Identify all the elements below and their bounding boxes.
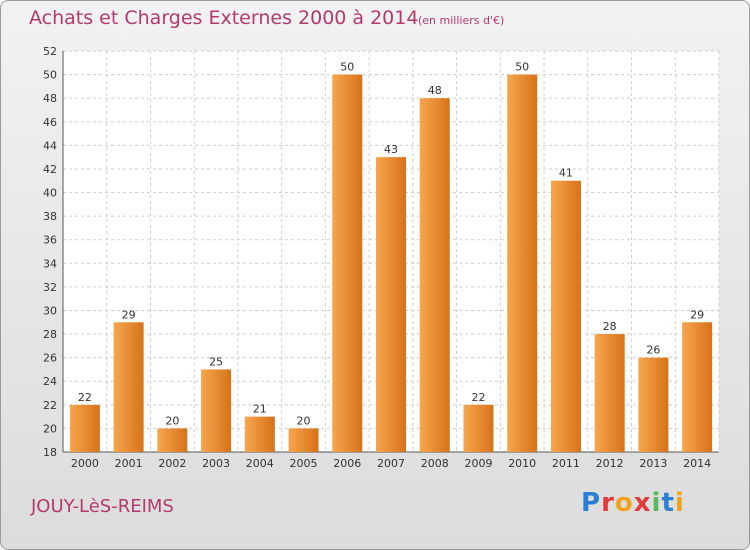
chart-subtitle: (en milliers d'€) — [418, 14, 505, 27]
bar-2008 — [419, 98, 450, 453]
bar-2011 — [550, 180, 581, 452]
chart-title: Achats et Charges Externes 2000 à 2014 — [29, 7, 419, 29]
value-label: 20 — [297, 414, 311, 427]
y-tick-label: 42 — [43, 163, 57, 176]
x-tick-label: 2009 — [464, 457, 492, 470]
value-label: 29 — [690, 308, 704, 321]
commune-name: JOUY-LèS-REIMS — [31, 496, 174, 517]
bar-2002 — [157, 428, 188, 452]
y-tick-label: 38 — [43, 210, 57, 223]
value-label: 29 — [122, 308, 136, 321]
x-tick-label: 2011 — [552, 457, 580, 470]
y-tick-label: 52 — [43, 45, 57, 58]
bar-2006 — [332, 74, 363, 453]
y-tick-label: 28 — [43, 328, 57, 341]
bar-2003 — [201, 369, 232, 452]
bars — [69, 74, 713, 453]
y-tick-label: 34 — [43, 257, 57, 270]
y-tick-label: 22 — [43, 399, 57, 412]
x-tick-label: 2013 — [639, 457, 667, 470]
value-label: 48 — [428, 84, 442, 97]
y-tick-label: 44 — [43, 139, 57, 152]
brand-logo: Proxiti — [581, 488, 685, 518]
x-tick-label: 2006 — [333, 457, 361, 470]
value-label: 41 — [559, 167, 573, 180]
x-tick-label: 2010 — [508, 457, 536, 470]
x-tick-label: 2002 — [158, 457, 186, 470]
x-tick-label: 2012 — [596, 457, 624, 470]
value-label: 22 — [471, 391, 485, 404]
y-tick-label: 30 — [43, 304, 57, 317]
bar-2001 — [113, 322, 144, 452]
y-tick-label: 46 — [43, 116, 57, 129]
value-label: 50 — [515, 61, 529, 74]
bar-2010 — [507, 74, 538, 453]
y-tick-label: 50 — [43, 69, 57, 82]
y-tick-label: 48 — [43, 92, 57, 105]
x-tick-label: 2007 — [377, 457, 405, 470]
y-tick-label: 40 — [43, 187, 57, 200]
bar-2000 — [69, 404, 100, 452]
y-tick-label: 26 — [43, 352, 57, 365]
value-label: 21 — [253, 403, 267, 416]
bar-2007 — [376, 157, 406, 452]
value-label: 28 — [603, 320, 617, 333]
value-label: 25 — [209, 355, 223, 368]
y-tick-label: 20 — [43, 422, 57, 435]
y-tick-label: 32 — [43, 281, 57, 294]
bar-2014 — [682, 322, 713, 452]
x-tick-label: 2003 — [202, 457, 230, 470]
bar-2013 — [638, 357, 669, 452]
x-tick-label: 2008 — [421, 457, 449, 470]
value-label: 50 — [340, 61, 354, 74]
y-tick-label: 24 — [43, 375, 57, 388]
bar-2005 — [288, 428, 319, 452]
bar-2012 — [594, 334, 625, 452]
y-tick-label: 18 — [43, 446, 57, 459]
bar-2004 — [244, 416, 275, 452]
x-tick-label: 2001 — [115, 457, 143, 470]
value-label: 43 — [384, 143, 398, 156]
x-tick-label: 2005 — [290, 457, 318, 470]
x-tick-label: 2004 — [246, 457, 274, 470]
x-tick-label: 2000 — [71, 457, 99, 470]
value-label: 22 — [78, 391, 92, 404]
value-label: 26 — [646, 344, 660, 357]
labels: 18 20 22 24 26 28 30 32 34 36 38 40 42 44 46 48 50 52 22 20… — [43, 45, 711, 470]
x-tick-label: 2014 — [683, 457, 711, 470]
y-tick-label: 36 — [43, 234, 57, 247]
value-label: 20 — [165, 414, 179, 427]
bar-2009 — [463, 404, 494, 452]
